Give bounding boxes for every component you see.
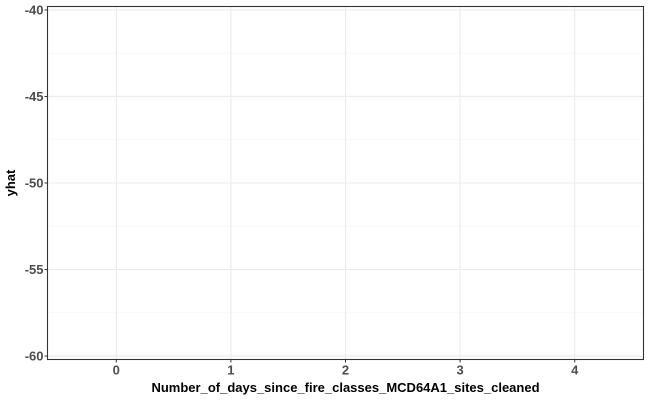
y-tick-label: -40 xyxy=(25,2,44,17)
y-axis: -60 -55 -50 -45 -40 xyxy=(25,2,48,364)
y-tick-label: -60 xyxy=(25,349,44,364)
y-axis-title: yhat xyxy=(3,169,18,196)
plot-panel xyxy=(46,5,645,361)
x-tick-label: 1 xyxy=(227,363,234,378)
x-tick-label: 0 xyxy=(113,363,120,378)
x-tick-label: 4 xyxy=(571,363,579,378)
x-axis: 0 1 2 3 4 xyxy=(113,359,579,378)
x-tick-label: 3 xyxy=(456,363,463,378)
major-gridlines xyxy=(47,6,644,360)
y-tick-label: -50 xyxy=(25,176,44,191)
y-tick-label: -45 xyxy=(25,89,44,104)
y-tick-label: -55 xyxy=(25,262,44,277)
x-axis-title: Number_of_days_since_fire_classes_MCD64A… xyxy=(151,380,539,395)
x-tick-label: 2 xyxy=(342,363,349,378)
